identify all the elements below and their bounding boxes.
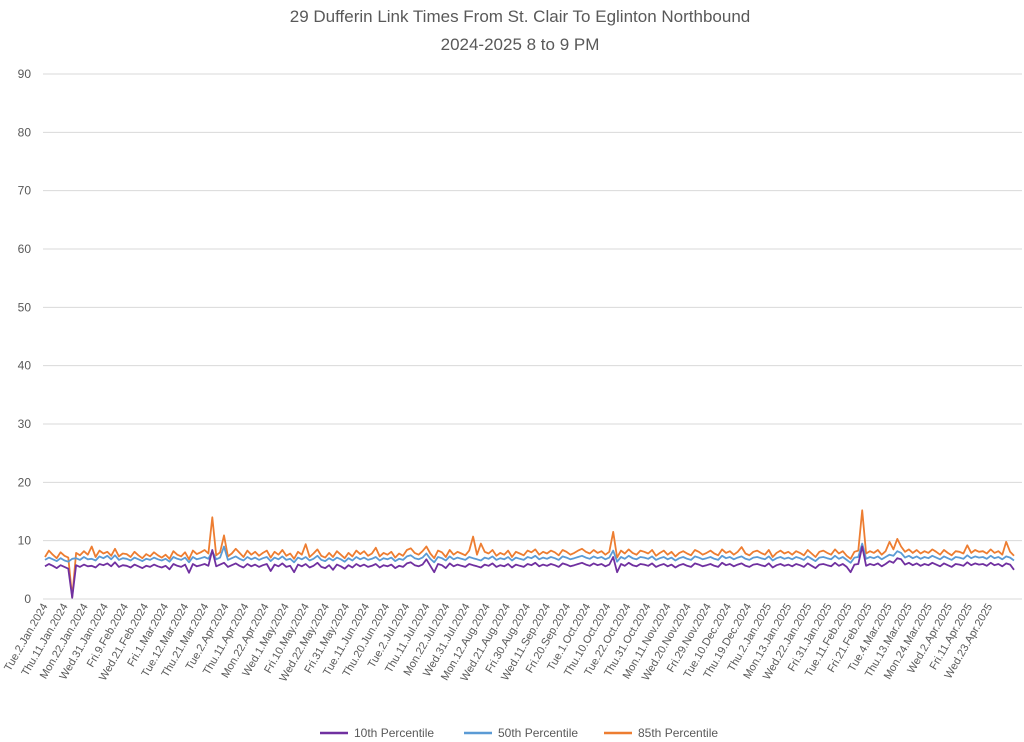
y-axis: 0 10 20 30 40 50 60 70 80 90 — [18, 67, 32, 606]
legend-label: 85th Percentile — [638, 726, 718, 740]
plot-area — [44, 509, 1015, 599]
legend-label: 50th Percentile — [498, 726, 578, 740]
y-tick-label: 60 — [18, 242, 32, 256]
x-axis: Tue.2.Jan.2024Thu.11.Jan.2024Mon.22.Jan.… — [2, 601, 995, 683]
legend: 10th Percentile 50th Percentile 85th Perce… — [320, 726, 718, 740]
series-line-50th-percentile — [44, 542, 1015, 564]
y-tick-label: 80 — [18, 125, 32, 139]
y-tick-label: 90 — [18, 67, 32, 81]
y-tick-label: 30 — [18, 417, 32, 431]
y-tick-label: 20 — [18, 475, 32, 489]
series-line-10th-percentile — [44, 545, 1015, 599]
series-line-85th-percentile — [44, 509, 1015, 599]
y-tick-label: 50 — [18, 300, 32, 314]
chart-title: 29 Dufferin Link Times From St. Clair To… — [290, 7, 750, 26]
y-tick-label: 70 — [18, 184, 32, 198]
legend-label: 10th Percentile — [354, 726, 434, 740]
y-tick-label: 40 — [18, 359, 32, 373]
gridlines — [43, 73, 1022, 600]
chart-subtitle: 2024-2025 8 to 9 PM — [441, 35, 600, 54]
y-tick-label: 0 — [24, 592, 31, 606]
y-tick-label: 10 — [18, 534, 32, 548]
